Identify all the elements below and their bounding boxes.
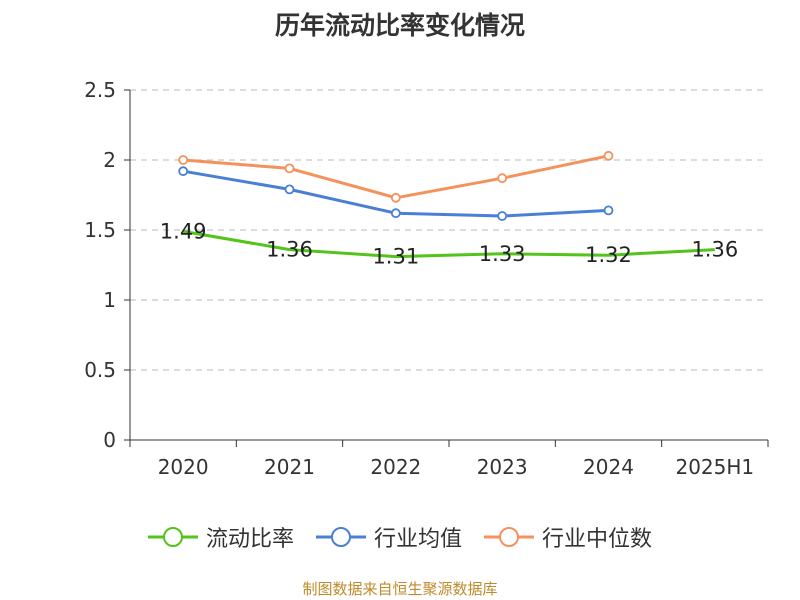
- legend-item-current-ratio[interactable]: 流动比率: [147, 521, 294, 553]
- x-tick-label: 2020: [158, 455, 209, 479]
- data-point: [497, 211, 508, 221]
- data-point: [603, 205, 614, 216]
- data-point: [390, 192, 401, 203]
- data-label: 1.33: [479, 242, 526, 266]
- x-tick-label: 2025H1: [675, 455, 754, 479]
- data-point: [178, 166, 189, 177]
- data-label: 1.36: [691, 238, 738, 262]
- y-tick-label: 0.5: [84, 358, 116, 382]
- legend: 流动比率 行业均值 行业中位数: [0, 517, 800, 557]
- legend-label-industry-median: 行业中位数: [542, 527, 653, 552]
- legend-marker-industry-mean: [315, 527, 366, 547]
- data-label: 1.31: [372, 245, 419, 269]
- data-point: [284, 163, 295, 174]
- chart-title: 历年流动比率变化情况: [274, 11, 525, 40]
- y-tick-label: 2.5: [84, 78, 116, 102]
- data-point: [497, 173, 508, 184]
- legend-item-industry-median[interactable]: 行业中位数: [484, 521, 652, 553]
- y-tick-label: 1.5: [84, 218, 116, 242]
- series-line: [182, 229, 715, 259]
- x-tick-label: 2024: [583, 455, 634, 479]
- data-label: 1.32: [585, 243, 632, 267]
- data-point: [284, 184, 295, 195]
- data-label: 1.36: [266, 238, 313, 262]
- x-tick-label: 2022: [370, 455, 421, 479]
- legend-label-industry-mean: 行业均值: [373, 527, 462, 552]
- legend-item-industry-mean[interactable]: 行业均值: [315, 521, 462, 553]
- x-tick-label: 2023: [477, 455, 528, 479]
- series-line: [183, 154, 609, 200]
- data-point: [178, 155, 189, 165]
- legend-marker-current-ratio: [147, 527, 198, 547]
- data-label: 1.49: [160, 219, 207, 243]
- y-tick-label: 0: [103, 428, 116, 452]
- data-point: [390, 208, 401, 219]
- data-source: 制图数据来自恒生聚源数据库: [302, 580, 498, 598]
- y-tick-label: 1: [103, 288, 116, 312]
- legend-label-current-ratio: 流动比率: [205, 527, 294, 552]
- y-tick-label: 2: [103, 148, 116, 172]
- x-tick-label: 2021: [264, 455, 315, 479]
- legend-marker-industry-median: [484, 527, 534, 547]
- data-point: [603, 150, 614, 161]
